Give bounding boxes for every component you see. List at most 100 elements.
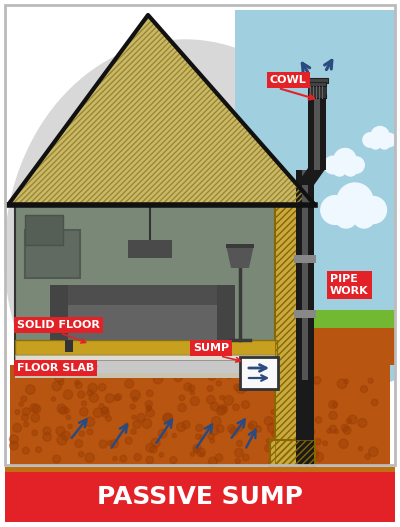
Bar <box>270 440 315 470</box>
Circle shape <box>85 453 94 462</box>
Circle shape <box>327 428 332 433</box>
Circle shape <box>218 405 228 414</box>
Circle shape <box>370 138 381 149</box>
Circle shape <box>67 368 74 376</box>
Circle shape <box>19 402 23 406</box>
Circle shape <box>343 426 351 434</box>
Circle shape <box>272 431 278 437</box>
Circle shape <box>224 395 233 405</box>
Circle shape <box>124 423 129 427</box>
Circle shape <box>193 447 200 453</box>
Circle shape <box>59 380 64 385</box>
Circle shape <box>267 423 277 433</box>
Text: PASSIVE SUMP: PASSIVE SUMP <box>97 485 303 509</box>
Ellipse shape <box>5 40 365 470</box>
Circle shape <box>365 454 370 460</box>
Circle shape <box>208 433 214 440</box>
Circle shape <box>220 395 224 400</box>
Circle shape <box>248 376 254 383</box>
Circle shape <box>341 424 348 432</box>
Circle shape <box>335 207 357 228</box>
Circle shape <box>310 452 317 458</box>
Bar <box>10 365 390 465</box>
Bar <box>240 357 278 389</box>
Circle shape <box>321 196 350 225</box>
Circle shape <box>200 452 204 456</box>
Circle shape <box>358 418 367 427</box>
Circle shape <box>348 157 364 173</box>
Circle shape <box>57 435 67 445</box>
Bar <box>294 310 316 318</box>
Circle shape <box>334 430 338 434</box>
Circle shape <box>315 417 322 423</box>
Bar <box>308 86 326 98</box>
Circle shape <box>353 207 375 228</box>
Circle shape <box>270 445 279 454</box>
Circle shape <box>371 126 389 144</box>
Bar <box>310 86 324 90</box>
Circle shape <box>15 409 20 415</box>
Circle shape <box>78 452 84 457</box>
Circle shape <box>22 408 30 416</box>
Circle shape <box>234 384 240 391</box>
Circle shape <box>236 384 246 394</box>
Circle shape <box>314 452 324 462</box>
Circle shape <box>348 415 357 424</box>
Circle shape <box>125 437 132 444</box>
Circle shape <box>64 408 70 413</box>
Circle shape <box>190 397 199 406</box>
Circle shape <box>288 448 293 454</box>
Circle shape <box>358 446 363 451</box>
Circle shape <box>216 407 225 415</box>
Bar <box>217 285 235 340</box>
Circle shape <box>230 427 238 435</box>
Circle shape <box>133 420 141 428</box>
Circle shape <box>115 394 122 400</box>
Circle shape <box>147 406 151 411</box>
Circle shape <box>10 441 18 450</box>
Bar <box>309 94 326 98</box>
Bar <box>5 472 395 522</box>
Circle shape <box>306 435 310 440</box>
Circle shape <box>150 445 157 453</box>
Bar <box>275 205 305 465</box>
Circle shape <box>36 447 42 453</box>
Circle shape <box>146 408 154 417</box>
Circle shape <box>339 439 348 448</box>
Circle shape <box>151 438 160 447</box>
Text: SOLID FLOOR: SOLID FLOOR <box>17 320 100 330</box>
Circle shape <box>238 426 242 431</box>
Circle shape <box>242 454 249 461</box>
Circle shape <box>182 421 190 428</box>
Bar <box>235 310 395 328</box>
Polygon shape <box>8 15 315 205</box>
Circle shape <box>360 386 368 393</box>
Circle shape <box>53 455 60 463</box>
Circle shape <box>43 427 51 435</box>
Circle shape <box>75 440 83 447</box>
Circle shape <box>309 429 315 435</box>
Circle shape <box>120 455 127 462</box>
Circle shape <box>22 414 28 421</box>
Circle shape <box>132 415 136 419</box>
Circle shape <box>210 402 219 411</box>
Circle shape <box>197 448 206 457</box>
Circle shape <box>24 422 29 427</box>
Bar <box>15 373 277 378</box>
Circle shape <box>13 423 22 432</box>
Circle shape <box>52 397 56 401</box>
Bar <box>15 205 277 365</box>
Circle shape <box>226 372 232 378</box>
Circle shape <box>64 390 73 399</box>
Circle shape <box>264 416 273 425</box>
Circle shape <box>315 438 321 445</box>
Circle shape <box>99 440 107 448</box>
Circle shape <box>102 407 109 414</box>
Circle shape <box>52 382 61 391</box>
Circle shape <box>93 408 102 417</box>
Bar <box>306 78 328 83</box>
Circle shape <box>271 367 281 376</box>
Circle shape <box>210 427 218 435</box>
Circle shape <box>309 449 319 459</box>
Circle shape <box>236 441 242 446</box>
